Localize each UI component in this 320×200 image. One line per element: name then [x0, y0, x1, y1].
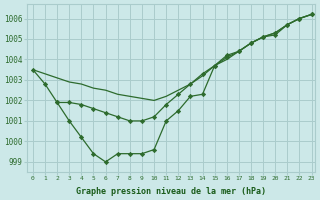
X-axis label: Graphe pression niveau de la mer (hPa): Graphe pression niveau de la mer (hPa) — [76, 187, 266, 196]
